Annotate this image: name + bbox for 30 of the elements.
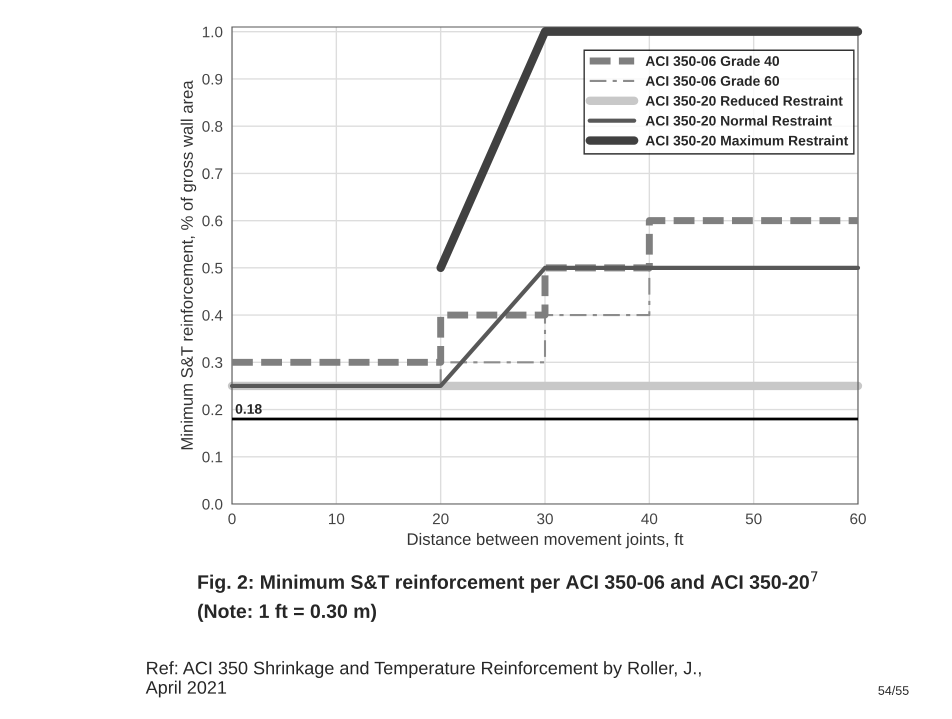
y-tick-label: 0.1 [202,452,222,462]
y-axis-title: Minimum S&T reinforcement, % of gross wall area [180,80,196,450]
y-tick-label: 0.7 [202,168,222,180]
y-tick-label: 0.2 [202,404,222,416]
y-tick-label: 0.3 [202,357,222,368]
x-tick-label: 50 [746,513,762,524]
y-tick-label: 0.6 [202,216,222,226]
x-tick-label: 0 [228,513,236,524]
x-tick-label: 40 [641,513,658,524]
x-tick-label: 30 [537,513,553,524]
x-axis-title: Distance between movement joints, ft [408,532,684,548]
legend-label: ACI 350-06 Grade 60 [646,76,780,86]
y-tick-label: 0.0 [202,498,222,510]
x-tick-label: 20 [432,513,449,524]
y-tick-label: 1.0 [202,26,222,38]
y-tick-label: 0.9 [202,74,222,85]
x-tick-label: 60 [850,513,866,524]
text: (Note: 1 ft = 0.30 m) [198,604,376,622]
y-tick-label: 0.5 [202,262,222,274]
legend-label: ACI 350-06 Grade 40 [646,56,780,66]
y-tick-label: 0.4 [202,310,223,321]
legend-label: ACI 350-20 Reduced Restraint [646,96,843,106]
legend-label: ACI 350-20 Maximum Restraint [646,135,848,146]
caption: Fig. 2: Minimum S&T reinforcement per ACI 350-06 and ACI 350-20$^{7}$ [198,571,818,593]
x-tick-label: 10 [329,513,344,524]
y-tick-label: 0.8 [202,121,222,132]
legend-label: ACI 350-20 Normal Restraint [646,115,832,126]
ref-line-label: 0.18 [236,404,262,414]
text: Ref: ACI 350 Shrinkage and Temperature Reinforcement by Roller, J., April 2021 [146,661,701,698]
text: 54/55 [878,686,909,695]
